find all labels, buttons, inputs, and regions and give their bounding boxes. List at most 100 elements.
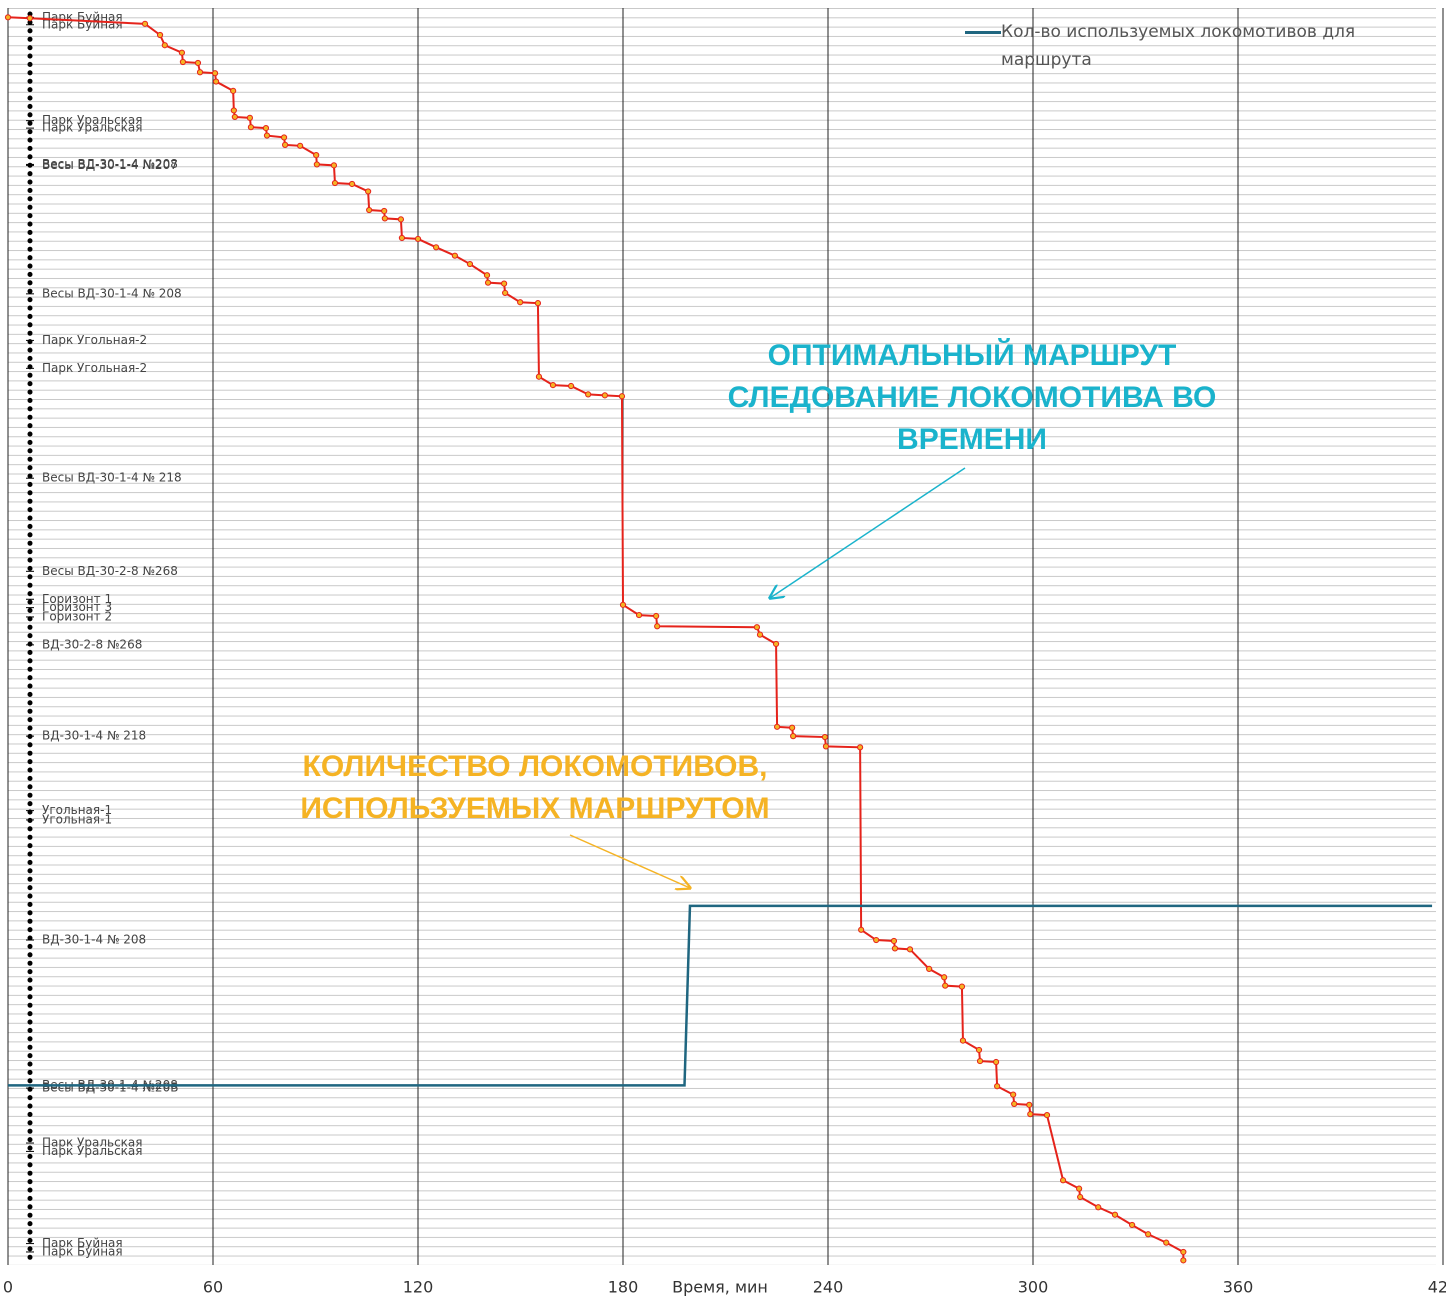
point (212, 78, 220, 85)
point (194, 59, 202, 67)
point (1011, 1100, 1018, 1108)
point (756, 631, 764, 638)
point (1180, 1248, 1187, 1256)
series-line (8, 904, 1433, 1087)
point (1059, 1177, 1067, 1184)
point (1095, 1204, 1102, 1211)
annotation-arrow (770, 467, 966, 598)
point (501, 280, 508, 287)
point (653, 612, 660, 620)
y-tick-label: Горизонт 1 (42, 592, 112, 606)
point (1180, 1257, 1187, 1264)
point (1026, 1101, 1033, 1108)
point (1077, 1193, 1084, 1201)
y-tick-label: Парк Буйная (42, 1244, 123, 1258)
point (822, 743, 830, 750)
annotation: ВРЕМЕНИ (897, 423, 1047, 456)
point (398, 234, 406, 242)
point (993, 1058, 1000, 1066)
point (397, 216, 405, 223)
x-tick-label: 360 (1223, 1278, 1254, 1297)
y-tick-label: Парк Уральская (42, 113, 143, 127)
y-tick-label: Парк Угольная-2 (42, 333, 147, 347)
x-tick-label: 240 (813, 1278, 844, 1297)
y-tick-label: Угольная-1 (42, 803, 112, 817)
point (179, 58, 187, 66)
x-tick-label: 300 (1018, 1278, 1049, 1297)
y-tick-label: Горизонт 3 (42, 600, 112, 614)
x-tick-label: 60 (203, 1278, 223, 1297)
point (857, 744, 864, 751)
y-tick-label: Весы ВД-30-2-8 №268 (42, 564, 178, 578)
point (414, 235, 422, 243)
point (330, 162, 338, 169)
point (246, 114, 253, 121)
annotation-arrow (569, 834, 690, 888)
y-tick-label: ВД-30-1-4 № 208 (42, 933, 146, 947)
point (331, 179, 339, 187)
point (976, 1057, 984, 1065)
y-tick-label: ВД-30-1-4 № 218 (42, 729, 146, 743)
point (451, 252, 458, 259)
point (534, 300, 542, 307)
point (941, 974, 948, 981)
background-grid (8, 8, 1436, 1265)
point (247, 124, 255, 131)
y-tick-label: Весы ВД-30-1-4 №20В (42, 1081, 178, 1095)
point (1145, 1231, 1152, 1238)
y-tick-label: Парк Уральская (42, 1136, 143, 1150)
point (942, 982, 949, 989)
point (890, 937, 898, 945)
point (891, 945, 899, 952)
point (549, 382, 557, 389)
point (348, 180, 356, 188)
point (535, 373, 543, 380)
point (958, 983, 966, 990)
annotation: СЛЕДОВАНИЕ ЛОКОМОТИВА ВО (728, 381, 1217, 414)
point (654, 623, 661, 630)
y-tick-label: Угольная-1 (42, 812, 112, 826)
point (601, 392, 608, 399)
point (619, 601, 627, 608)
annotation: ИСПОЛЬЗУЕМЫХ МАРШРУТОМ (300, 792, 769, 825)
point (161, 42, 168, 49)
point (26, 15, 33, 22)
point (1010, 1091, 1017, 1098)
point (263, 132, 271, 139)
point (281, 141, 289, 148)
y-tick-label: Парк Уральская (42, 121, 143, 135)
point (517, 299, 524, 306)
point (773, 723, 781, 730)
point (1027, 1111, 1034, 1118)
point (365, 188, 372, 195)
point (231, 113, 238, 121)
y-tick-label: Парк Буйная (42, 1236, 123, 1250)
point (1163, 1239, 1170, 1246)
legend-label: Кол-во используемых локомотивов для марш… (1001, 22, 1356, 70)
point (4, 14, 12, 21)
y-tick-label: Весы ВД-30-1-4 № 208 (42, 286, 182, 300)
annotation: КОЛИЧЕСТВО ЛОКОМОТИВОВ, (303, 750, 768, 783)
x-axis-label: Время, мин (672, 1278, 768, 1297)
x-tick-label: 420 (1428, 1278, 1446, 1297)
point (178, 49, 186, 56)
legend-swatch (965, 31, 1001, 34)
point (483, 272, 491, 279)
point (1128, 1221, 1136, 1229)
point (366, 206, 373, 214)
point (1076, 1185, 1083, 1192)
point (141, 20, 149, 27)
y-tick-label: Весы ВД-30-1-4 №208 (42, 157, 178, 171)
point (790, 733, 797, 740)
point (313, 161, 320, 168)
point (753, 624, 761, 631)
y-tick-label: Весы ВД-30-1-4 №207 (42, 158, 178, 172)
point (262, 125, 270, 132)
y-tick-label: Парк Уральская (42, 1144, 143, 1158)
point (211, 70, 219, 77)
point (858, 926, 865, 933)
y-tick-label: ВД-30-2-8 №268 (42, 637, 142, 651)
point (585, 391, 592, 398)
